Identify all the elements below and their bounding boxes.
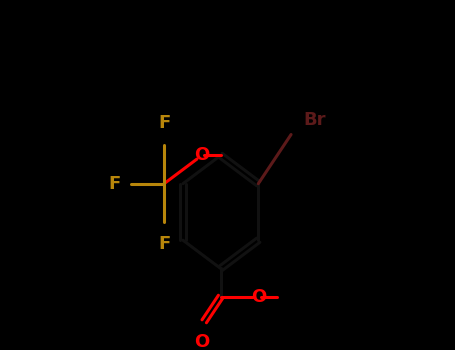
Text: F: F: [158, 114, 170, 132]
Text: F: F: [158, 236, 170, 253]
Text: F: F: [108, 175, 121, 193]
Text: Br: Br: [303, 111, 326, 129]
Text: O: O: [194, 332, 209, 350]
Text: O: O: [251, 288, 266, 306]
Text: O: O: [194, 146, 209, 164]
